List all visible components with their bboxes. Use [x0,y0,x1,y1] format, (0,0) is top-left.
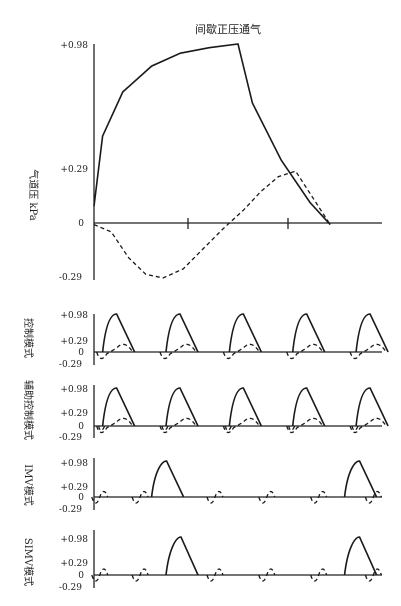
spontaneous-breath [310,568,328,582]
passive-curve [159,343,197,360]
control-mode-panel: 控制模式 +0.98 +0.29 0 -0.29 [22,311,389,370]
spontaneous-breath [206,490,224,504]
y-tick-label: +0.98 [60,459,88,469]
simv-mode-panel: SIMV模式 +0.98 +0.29 0 -0.29 [22,530,382,593]
mandatory-breath [228,313,263,353]
spontaneous-dip [351,425,359,432]
y-tick-label: +0.29 [60,337,88,347]
spontaneous-breath [91,490,109,504]
y-tick-label: -0.29 [59,505,82,515]
spontaneous-breath [131,568,149,582]
panel-label-simv: SIMV模式 [22,538,35,586]
mandatory-breath [291,313,326,353]
spontaneous-dip [98,425,106,432]
y-tick-label: -0.29 [59,583,82,593]
mandatory-breath [101,387,136,427]
pressure-line-dashed [93,170,331,279]
mandatory-breath [291,387,326,427]
mandatory-breath [165,387,199,427]
mandatory-breath [355,387,389,427]
spontaneous-breath [364,490,382,504]
y-tick-label: -0.29 [59,433,82,443]
y-tick-label: +0.29 [60,165,88,175]
y-tick-label: +0.29 [60,483,88,493]
y-axis-label: 气道压 kPa [27,169,40,221]
mandatory-breath [228,387,263,427]
spontaneous-dip [288,425,296,432]
spontaneous-breath [258,490,276,504]
spontaneous-breath [310,490,328,504]
panel-label-assist-control: 辅助控制模式 [22,380,35,440]
passive-curve [222,343,260,360]
passive-curve [96,343,134,360]
mandatory-breath [165,313,199,353]
mandatory-breath [150,460,185,498]
passive-curve [349,417,387,434]
y-tick-label: +0.98 [60,535,88,545]
spontaneous-breath [364,568,382,582]
spontaneous-breath [91,568,109,582]
panel-label-imv: IMV模式 [22,464,35,505]
y-tick-label: 0 [78,571,84,581]
y-tick-label: 0 [78,219,84,229]
mandatory-breath [101,313,136,353]
passive-curve [286,417,324,434]
chart-title: 间歇正压通气 [195,22,261,36]
mandatory-breath [165,536,199,576]
spontaneous-dip [161,425,169,432]
passive-curve [96,417,134,434]
simv-mode-waves [91,536,382,582]
spontaneous-breath [131,490,149,504]
pressure-line-solid [93,43,331,226]
mandatory-breath [355,313,389,353]
passive-curve [349,343,387,360]
y-tick-label: -0.29 [59,360,82,370]
assist-control-mode-waves [96,387,389,434]
panel-label-control: 控制模式 [22,318,35,358]
imv-mode-panel: IMV模式 +0.98 +0.29 0 -0.29 [22,458,382,515]
control-mode-waves [96,313,389,360]
mandatory-breath [343,460,378,498]
y-tick-label: +0.98 [60,41,88,51]
y-tick-label: +0.29 [60,409,88,419]
imv-mode-waves [91,460,382,504]
y-tick-label: +0.29 [60,559,88,569]
y-tick-label: 0 [78,348,84,358]
y-tick-label: +0.98 [60,311,88,321]
y-tick-label: 0 [78,422,84,432]
y-tick-label: 0 [78,493,84,503]
passive-curve [222,417,260,434]
passive-curve [286,343,324,360]
assist-control-mode-panel: 辅助控制模式 +0.98 +0.29 0 -0.29 [22,380,389,443]
y-tick-label: -0.29 [59,273,82,283]
mandatory-breath [343,536,378,576]
ippv-chart: 间歇正压通气 气道压 kPa +0.98 +0.29 0 -0.29 [27,22,382,283]
passive-curve [159,417,197,434]
spontaneous-dip [224,425,232,432]
y-tick-label: +0.98 [60,385,88,395]
spontaneous-breath [258,568,276,582]
spontaneous-breath [206,568,224,582]
